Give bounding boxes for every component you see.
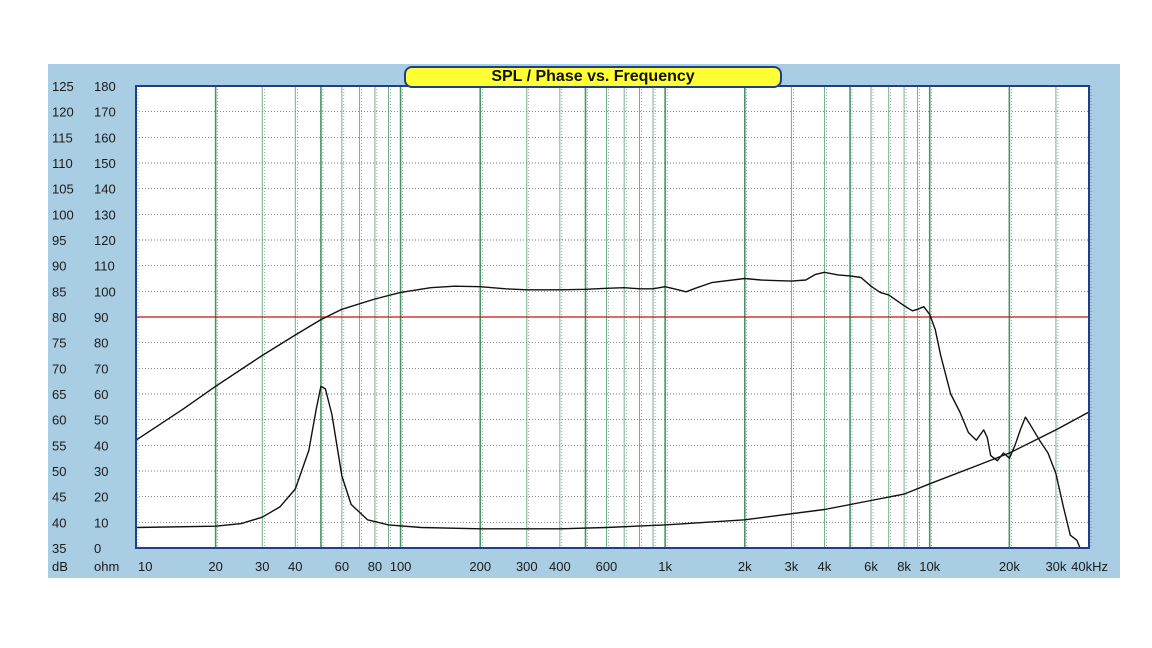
- y-tick-label-ohm: 150: [94, 156, 116, 171]
- y-tick-label-db: 55: [52, 438, 66, 453]
- chart-title: SPL / Phase vs. Frequency: [404, 66, 782, 88]
- y-tick-label-ohm: 130: [94, 207, 116, 222]
- y-axis-label-ohm: ohm: [94, 559, 119, 574]
- x-tick-label: 60: [335, 559, 349, 574]
- y-tick-label-db: 65: [52, 387, 66, 402]
- y-tick-label-db: 110: [52, 156, 73, 171]
- y-tick-label-db: 60: [52, 413, 66, 428]
- x-tick-label: 30k: [1045, 559, 1066, 574]
- y-tick-label-db: 85: [52, 284, 66, 299]
- y-tick-label-db: 75: [52, 336, 66, 351]
- x-tick-label: 4k: [818, 559, 832, 574]
- y-tick-label-ohm: 90: [94, 310, 108, 325]
- x-tick-label: 300: [516, 559, 538, 574]
- x-tick-label: 100: [390, 559, 412, 574]
- y-tick-label-ohm: 180: [94, 79, 116, 94]
- y-tick-label-db: 125: [52, 79, 74, 94]
- y-tick-label-ohm: 20: [94, 490, 108, 505]
- y-tick-label-db: 105: [52, 182, 74, 197]
- y-tick-label-ohm: 170: [94, 105, 116, 120]
- y-tick-label-ohm: 100: [94, 284, 116, 299]
- y-tick-label-ohm: 160: [94, 130, 116, 145]
- x-tick-label: 8k: [897, 559, 911, 574]
- y-tick-label-db: 70: [52, 361, 66, 376]
- y-tick-label-db: 95: [52, 233, 66, 248]
- y-tick-label-db: 115: [52, 130, 73, 145]
- y-tick-label-db: 35: [52, 541, 66, 556]
- y-tick-label-ohm: 40: [94, 438, 108, 453]
- y-tick-label-ohm: 30: [94, 464, 108, 479]
- x-tick-label: 400: [549, 559, 571, 574]
- impedance-curve: [135, 385, 1090, 530]
- x-tick-label: 40kHz: [1071, 559, 1108, 574]
- y-tick-label-ohm: 80: [94, 336, 108, 351]
- y-tick-label-ohm: 10: [94, 515, 108, 530]
- y-tick-label-ohm: 70: [94, 361, 108, 376]
- x-tick-label: 20k: [999, 559, 1020, 574]
- y-axis-label-db: dB: [52, 559, 68, 574]
- y-tick-label-ohm: 140: [94, 182, 116, 197]
- y-tick-label-ohm: 0: [94, 541, 101, 556]
- x-tick-label: 10: [138, 559, 152, 574]
- x-tick-label: 40: [288, 559, 302, 574]
- y-tick-label-ohm: 120: [94, 233, 116, 248]
- x-tick-label: 80: [368, 559, 382, 574]
- y-tick-label-ohm: 110: [94, 259, 115, 274]
- x-tick-label: 30: [255, 559, 269, 574]
- x-tick-label: 10k: [919, 559, 940, 574]
- x-tick-label: 6k: [864, 559, 878, 574]
- x-tick-label: 20: [208, 559, 222, 574]
- x-tick-label: 600: [596, 559, 618, 574]
- y-tick-label-db: 80: [52, 310, 66, 325]
- y-tick-label-ohm: 50: [94, 413, 108, 428]
- y-tick-label-ohm: 60: [94, 387, 108, 402]
- y-tick-label-db: 120: [52, 105, 74, 120]
- y-tick-label-db: 100: [52, 207, 74, 222]
- spl-curve: [135, 271, 1081, 549]
- x-tick-label: 200: [469, 559, 491, 574]
- y-tick-label-db: 90: [52, 259, 66, 274]
- x-tick-label: 2k: [738, 559, 752, 574]
- y-tick-label-db: 50: [52, 464, 66, 479]
- x-tick-label: 1k: [658, 559, 672, 574]
- y-tick-label-db: 40: [52, 515, 66, 530]
- x-tick-label: 3k: [785, 559, 799, 574]
- y-tick-label-db: 45: [52, 490, 66, 505]
